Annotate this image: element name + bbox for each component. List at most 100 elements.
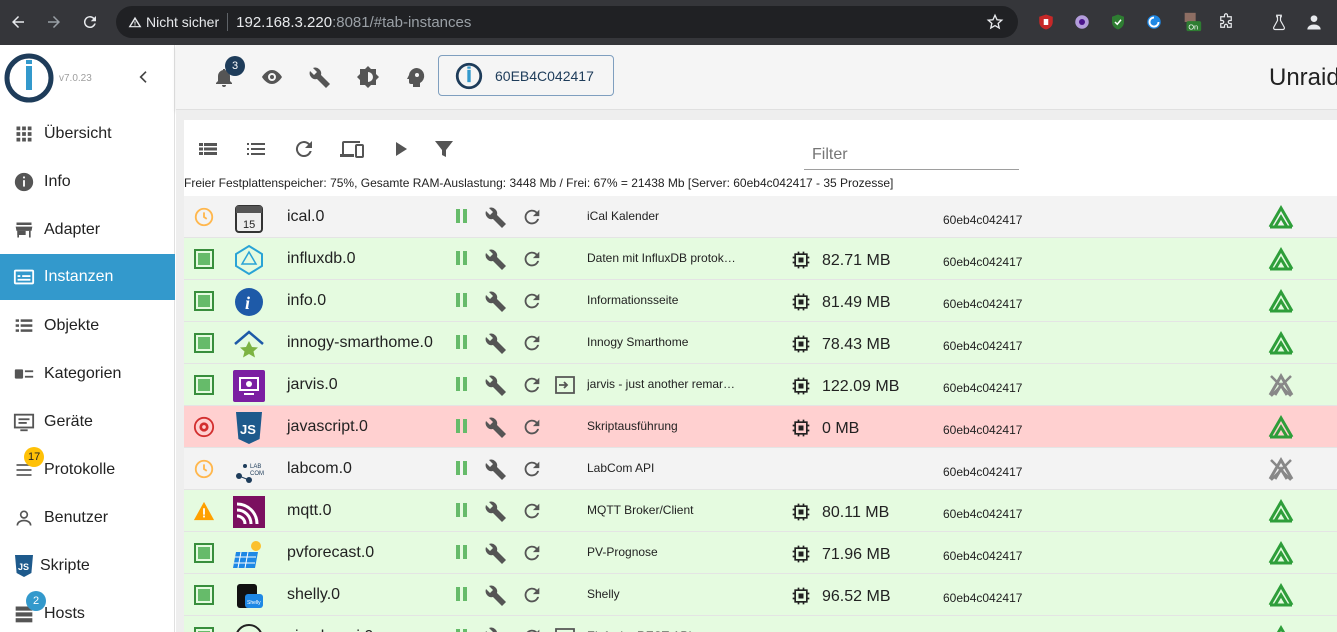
filter-input[interactable]: Filter: [812, 146, 848, 163]
sidebar-item-adapter[interactable]: Adapter: [0, 207, 175, 253]
restart-icon[interactable]: [521, 542, 543, 564]
settings-wrench-icon[interactable]: [484, 415, 508, 439]
refresh-icon[interactable]: [292, 137, 316, 161]
sidebar-item-uebersicht[interactable]: Übersicht: [0, 111, 175, 157]
pause-icon[interactable]: [455, 545, 469, 561]
open-web-icon[interactable]: [553, 625, 577, 632]
restart-icon[interactable]: [521, 500, 543, 522]
pause-icon[interactable]: [455, 293, 469, 309]
sidebar-item-skripte[interactable]: JS Skripte: [0, 543, 175, 589]
schedule-clock-icon[interactable]: [193, 458, 215, 480]
sidebar-item-protokolle[interactable]: Protokolle: [0, 447, 175, 493]
table-row[interactable]: Shelly shelly.0 Shelly 96.52 MB 60eb4c042417: [184, 574, 1337, 616]
table-row[interactable]: innogy-smarthome.0 Innogy Smarthome 78.43 …: [184, 322, 1337, 364]
restart-icon[interactable]: [521, 248, 543, 270]
back-icon[interactable]: [0, 4, 36, 40]
shield-extension-icon[interactable]: [1107, 11, 1129, 33]
memory-chip-icon: [792, 377, 810, 395]
settings-wrench-icon[interactable]: [484, 499, 508, 523]
profile-icon[interactable]: [1303, 11, 1325, 33]
on-extension-icon[interactable]: On: [1181, 11, 1203, 33]
running-status-indicator[interactable]: [193, 332, 215, 354]
restart-icon[interactable]: [521, 626, 543, 632]
puzzle-extensions-icon[interactable]: [1215, 11, 1237, 33]
running-status-indicator[interactable]: [193, 374, 215, 396]
play-icon[interactable]: [388, 137, 412, 161]
warning-icon: [128, 16, 142, 28]
settings-wrench-icon[interactable]: [484, 289, 508, 313]
settings-wrench-icon[interactable]: [484, 541, 508, 565]
error-status-icon[interactable]: [193, 416, 215, 438]
pause-icon[interactable]: [455, 335, 469, 351]
running-status-indicator[interactable]: [193, 248, 215, 270]
sidebar-item-info[interactable]: Info: [0, 159, 175, 205]
expert-mode-icon[interactable]: [404, 65, 428, 89]
table-row[interactable]: jarvis.0 jarvis - just another remar… 122.…: [184, 364, 1337, 406]
pause-icon[interactable]: [455, 251, 469, 267]
apps-icon: [12, 122, 36, 146]
list-icon[interactable]: [244, 137, 268, 161]
table-row[interactable]: 15 ical.0 iCal Kalender 60eb4c042417: [184, 196, 1337, 238]
sidebar-item-label: Geräte: [44, 413, 93, 430]
extension-purple-icon[interactable]: [1071, 11, 1093, 33]
running-status-indicator[interactable]: [193, 290, 215, 312]
reload-icon[interactable]: [72, 4, 108, 40]
chevron-left-icon[interactable]: [136, 69, 152, 85]
table-row[interactable]: LAB COM labcom.0 LabCom API 60eb4c042417: [184, 448, 1337, 490]
restart-icon[interactable]: [521, 332, 543, 354]
settings-wrench-icon[interactable]: [484, 457, 508, 481]
host-selector-button[interactable]: 60EB4C042417: [438, 55, 614, 96]
bookmark-star-icon[interactable]: [986, 13, 1004, 31]
forward-icon[interactable]: [36, 4, 72, 40]
running-status-indicator[interactable]: [193, 542, 215, 564]
settings-wrench-icon[interactable]: [484, 373, 508, 397]
open-web-icon[interactable]: [553, 373, 577, 397]
insecure-indicator[interactable]: Nicht sicher: [128, 14, 219, 30]
devices-filter-icon[interactable]: [340, 137, 364, 161]
sidebar-item-geraete[interactable]: Geräte: [0, 399, 175, 445]
table-row[interactable]: mqtt.0 MQTT Broker/Client 80.11 MB 60eb4c04…: [184, 490, 1337, 532]
table-row[interactable]: influxdb.0 Daten mit InfluxDB protok… 82.7…: [184, 238, 1337, 280]
sidebar-item-hosts[interactable]: Hosts: [0, 591, 175, 632]
pause-icon[interactable]: [455, 209, 469, 225]
sidebar-item-objekte[interactable]: Objekte: [0, 303, 175, 349]
pause-icon[interactable]: [455, 629, 469, 632]
settings-wrench-icon[interactable]: [484, 331, 508, 355]
schedule-clock-icon[interactable]: [193, 206, 215, 228]
restart-icon[interactable]: [521, 416, 543, 438]
pause-icon[interactable]: [455, 587, 469, 603]
address-bar[interactable]: Nicht sicher 192.168.3.220:8081/#tab-ins…: [116, 6, 1018, 38]
table-row[interactable]: JS javascript.0 Skriptausführung 0 MB 60eb4c…: [184, 406, 1337, 448]
table-row[interactable]: simple-api.0Einfache REST-API: [184, 616, 1337, 632]
restart-icon[interactable]: [521, 374, 543, 396]
filter-icon[interactable]: [432, 137, 456, 161]
settings-wrench-icon[interactable]: [484, 625, 508, 632]
warning-status-icon[interactable]: [193, 500, 215, 522]
pause-icon[interactable]: [455, 461, 469, 477]
ublock-extension-icon[interactable]: [1035, 11, 1057, 33]
wrench-icon[interactable]: [308, 65, 332, 89]
restart-icon[interactable]: [521, 584, 543, 606]
settings-wrench-icon[interactable]: [484, 205, 508, 229]
pause-icon[interactable]: [455, 503, 469, 519]
table-row[interactable]: pvforecast.0 PV-Prognose 71.96 MB 60eb4c042…: [184, 532, 1337, 574]
settings-wrench-icon[interactable]: [484, 247, 508, 271]
settings-wrench-icon[interactable]: [484, 583, 508, 607]
running-status-indicator[interactable]: [193, 584, 215, 606]
pause-icon[interactable]: [455, 419, 469, 435]
sidebar-item-benutzer[interactable]: Benutzer: [0, 495, 175, 541]
eye-icon[interactable]: [260, 65, 284, 89]
pause-icon[interactable]: [455, 377, 469, 393]
sidebar-item-instanzen[interactable]: Instanzen: [0, 254, 175, 300]
restart-icon[interactable]: [521, 458, 543, 480]
running-status-indicator[interactable]: [193, 626, 215, 632]
restart-icon[interactable]: [521, 290, 543, 312]
view-module-icon[interactable]: [196, 137, 220, 161]
restart-icon[interactable]: [521, 206, 543, 228]
notifications-badge: 3: [225, 56, 245, 76]
sync-extension-icon[interactable]: [1143, 11, 1165, 33]
labs-flask-icon[interactable]: [1268, 11, 1290, 33]
table-row[interactable]: i info.0 Informationsseite 81.49 MB 60eb4c04…: [184, 280, 1337, 322]
brightness-icon[interactable]: [356, 65, 380, 89]
sidebar-item-kategorien[interactable]: Kategorien: [0, 351, 175, 397]
